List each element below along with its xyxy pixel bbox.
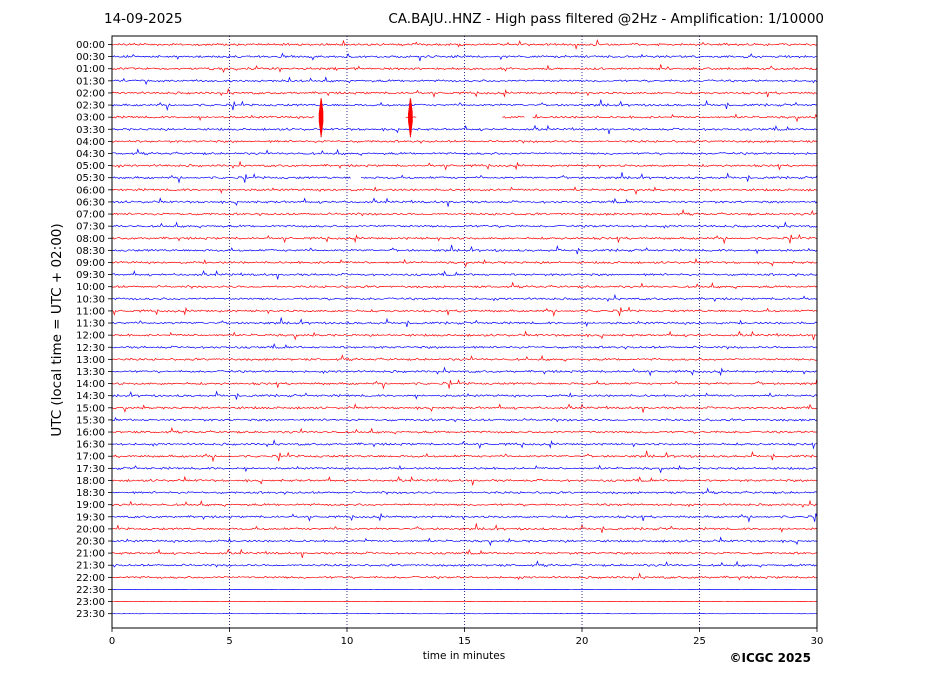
x-tick-label: 20 [576, 636, 589, 647]
plot-frame [111, 35, 818, 629]
y-tick-label: 13:30 [76, 367, 105, 378]
y-tick-label: 02:00 [76, 88, 105, 99]
trace-0000 [111, 38, 818, 50]
y-tick-label: 22:30 [76, 585, 105, 596]
trace-1530 [111, 416, 818, 423]
y-tick-label: 00:00 [76, 40, 105, 51]
date-label: 14-09-2025 [104, 11, 183, 27]
y-tick-label: 20:00 [76, 524, 105, 535]
y-tick-label: 19:00 [76, 500, 105, 511]
y-tick-label: 17:00 [76, 452, 105, 463]
y-tick-label: 11:00 [76, 306, 105, 317]
trace-0030 [111, 52, 818, 62]
y-tick-label: 18:00 [76, 476, 105, 487]
y-tick-label: 12:00 [76, 331, 105, 342]
trace-0800 [111, 233, 818, 245]
y-tick-label: 10:30 [76, 294, 105, 305]
y-tick-label: 15:00 [76, 403, 105, 414]
y-tick-label: 15:30 [76, 415, 105, 426]
trace-0230 [111, 99, 817, 112]
trace-1600 [111, 426, 818, 435]
trace-1000 [111, 281, 818, 290]
y-tick-label: 08:00 [76, 234, 105, 245]
trace-0900 [111, 257, 818, 268]
y-tick-label: 03:00 [76, 113, 105, 124]
y-tick-label: 12:30 [76, 343, 105, 354]
y-tick-label: 14:00 [76, 379, 105, 390]
trace-1800 [111, 475, 818, 486]
trace-1100 [111, 306, 818, 317]
y-tick-label: 06:30 [76, 197, 105, 208]
y-tick-label: 14:30 [76, 391, 105, 402]
trace-1200 [111, 330, 818, 341]
y-tick-label: 00:30 [76, 52, 105, 63]
copyright-credit: ©ICGC 2025 [729, 651, 811, 665]
y-tick-label: 16:00 [76, 428, 105, 439]
event-burst [408, 98, 413, 138]
y-tick-label: 10:00 [76, 282, 105, 293]
y-tick-label: 04:00 [76, 137, 105, 148]
x-axis-label: time in minutes [422, 650, 506, 662]
y-tick-label: 11:30 [76, 319, 105, 330]
trace-0100 [111, 64, 818, 73]
y-tick-label: 17:30 [76, 464, 105, 475]
y-tick-label: 01:30 [76, 76, 105, 87]
trace-0530 [111, 172, 818, 184]
y-tick-label: 05:30 [76, 173, 105, 184]
x-tick-label: 0 [109, 636, 115, 647]
y-tick-label: 13:00 [76, 355, 105, 366]
x-tick-label: 25 [693, 636, 706, 647]
y-tick-label: 20:30 [76, 537, 105, 548]
y-tick-label: 16:30 [76, 440, 105, 451]
trace-1700 [111, 450, 818, 463]
grid-layer [229, 36, 700, 628]
event-burst [318, 98, 324, 138]
trace-1430 [111, 390, 818, 400]
y-tick-label: 06:00 [76, 185, 105, 196]
x-tick-label: 30 [811, 636, 824, 647]
trace-1330 [111, 366, 818, 377]
y-tick-label: 03:30 [76, 125, 105, 136]
y-tick-label: 09:00 [76, 258, 105, 269]
trace-0930 [111, 269, 818, 280]
y-tick-label: 07:00 [76, 210, 105, 221]
y-tick-label: 09:30 [76, 270, 105, 281]
y-tick-label: 01:00 [76, 64, 105, 75]
y-tick-label: 23:00 [76, 597, 105, 608]
trace-1930 [111, 512, 818, 523]
y-tick-label: 21:30 [76, 561, 105, 572]
trace-1230 [111, 343, 818, 350]
y-tick-label: 21:00 [76, 549, 105, 560]
y-tick-label: 23:30 [76, 609, 105, 620]
chart-title: CA.BAJU..HNZ - High pass filtered @2Hz -… [388, 11, 824, 27]
y-tick-label: 19:30 [76, 512, 105, 523]
y-tick-label: 05:00 [76, 161, 105, 172]
y-tick-label: 22:00 [76, 573, 105, 584]
x-tick-label: 15 [458, 636, 471, 647]
y-tick-label: 04:30 [76, 149, 105, 160]
y-tick-label: 08:30 [76, 246, 105, 257]
trace-2100 [111, 548, 818, 558]
trace-0630 [111, 197, 818, 207]
y-tick-label: 02:30 [76, 101, 105, 112]
trace-1300 [111, 354, 818, 362]
trace-1130 [111, 317, 818, 327]
y-tick-label: 07:30 [76, 222, 105, 233]
trace-2000 [111, 523, 818, 533]
y-tick-label: 18:30 [76, 488, 105, 499]
x-tick-label: 5 [226, 636, 232, 647]
x-tick-label: 10 [341, 636, 354, 647]
